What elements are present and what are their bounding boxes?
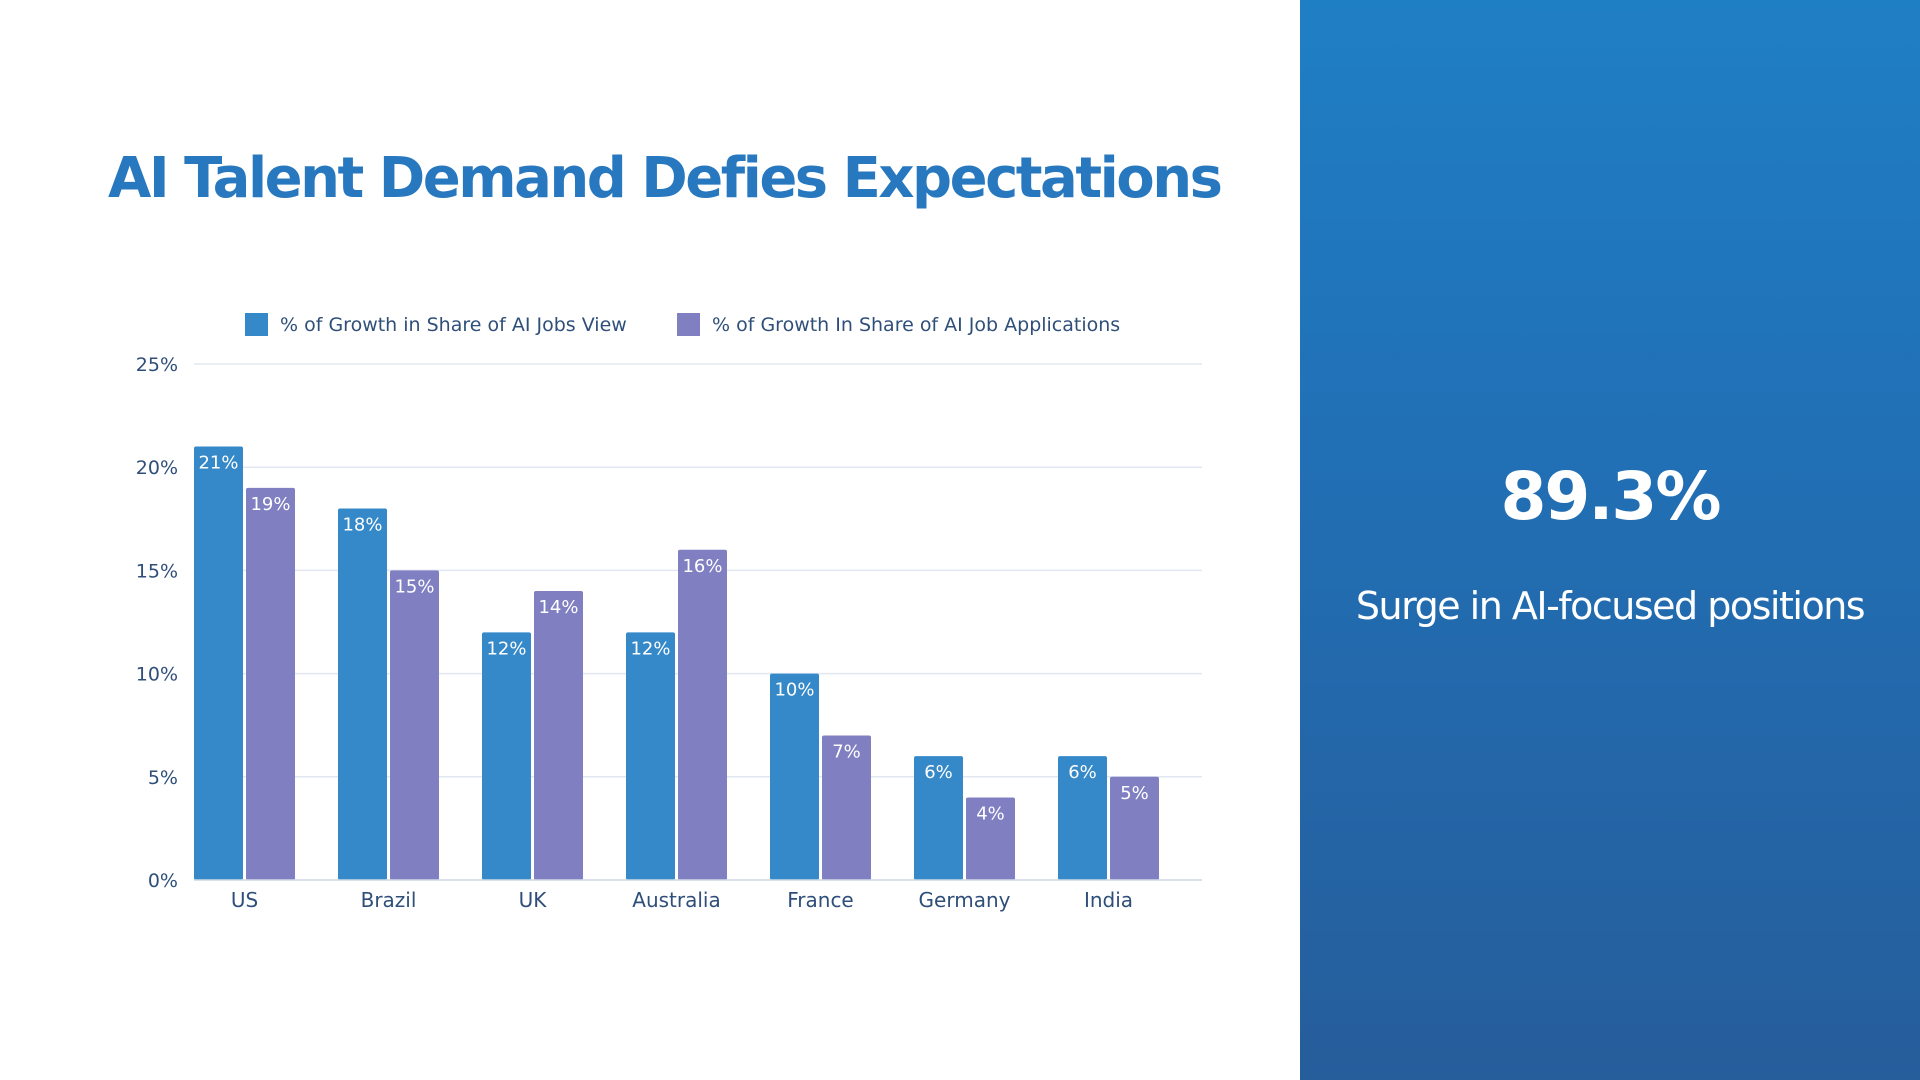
legend-label: % of Growth In Share of AI Job Applicati… — [712, 314, 1120, 336]
bar-chart: 0% 5% 10% 15% 20% 25% 21% 19% US 18% 15% Brazil 12% 1… — [120, 300, 1220, 940]
legend-swatch — [245, 313, 268, 336]
data-label: 19% — [250, 494, 290, 515]
data-label: 16% — [682, 556, 722, 577]
data-label: 6% — [1068, 762, 1097, 783]
slide-title: AI Talent Demand Defies Expectations — [108, 146, 1223, 211]
x-tick-label: Australia — [632, 888, 720, 912]
bar — [966, 797, 1015, 880]
data-label: 6% — [924, 762, 953, 783]
y-tick-label: 0% — [148, 870, 178, 892]
x-tick-label: Brazil — [361, 888, 417, 912]
bar — [914, 756, 963, 880]
bar — [770, 673, 819, 880]
bar — [390, 570, 439, 880]
y-tick-label: 20% — [136, 457, 178, 479]
bar — [626, 632, 675, 880]
data-label: 7% — [832, 742, 861, 763]
y-tick-label: 25% — [136, 354, 178, 376]
bar — [194, 446, 243, 880]
bar — [1058, 756, 1107, 880]
y-tick-label: 15% — [136, 560, 178, 582]
bar — [1110, 776, 1159, 880]
data-label: 21% — [198, 453, 238, 474]
data-label: 12% — [630, 638, 670, 659]
data-label: 4% — [976, 803, 1005, 824]
data-label: 18% — [342, 514, 382, 535]
x-tick-label: UK — [519, 888, 548, 912]
bar — [482, 632, 531, 880]
content-area: AI Talent Demand Defies Expectations 0% 5… — [108, 146, 1223, 940]
stat-caption: Surge in AI-focused positions — [1355, 584, 1866, 628]
bar — [534, 591, 583, 880]
data-label: 10% — [774, 680, 814, 701]
x-tick-label: France — [787, 888, 854, 912]
x-tick-label: US — [231, 888, 258, 912]
bar — [678, 549, 727, 880]
legend-swatch — [677, 313, 700, 336]
data-label: 14% — [538, 597, 578, 618]
x-tick-label: India — [1084, 888, 1133, 912]
bar — [246, 487, 295, 880]
y-tick-label: 5% — [148, 767, 178, 789]
stat-value: 89.3% — [1500, 458, 1722, 535]
legend-label: % of Growth in Share of AI Jobs View — [280, 314, 627, 336]
bar — [338, 508, 387, 880]
x-tick-label: Germany — [919, 888, 1011, 912]
chart-svg: 0% 5% 10% 15% 20% 25% 21% 19% US 18% 15% Brazil 12% 1… — [136, 313, 1202, 912]
data-label: 15% — [394, 576, 434, 597]
y-tick-label: 10% — [136, 664, 178, 686]
stat-panel: 89.3% Surge in AI-focused positions — [1300, 0, 1920, 1080]
data-label: 5% — [1120, 783, 1149, 804]
data-label: 12% — [486, 638, 526, 659]
bar — [822, 735, 871, 880]
